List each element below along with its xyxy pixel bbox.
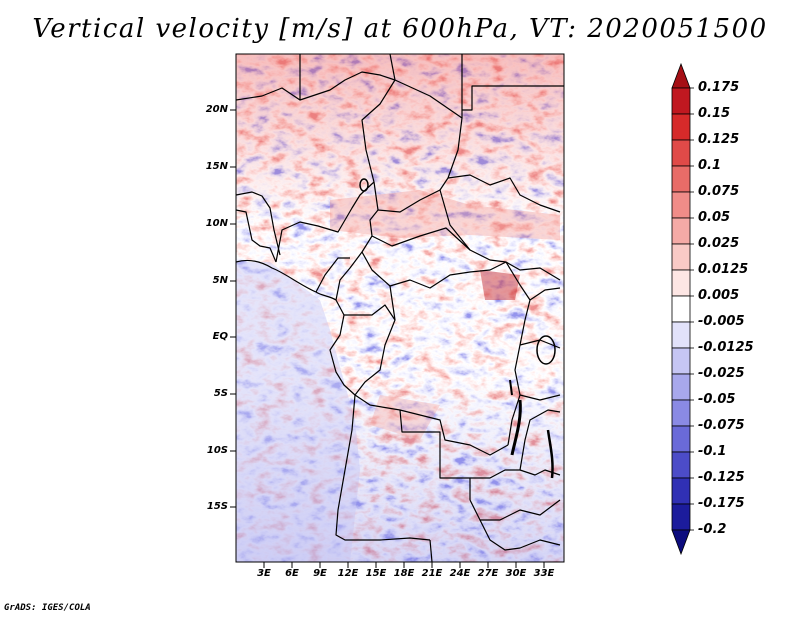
colorbar-bottom-arrow: [671, 529, 691, 556]
colorbar: [671, 62, 694, 556]
colorbar-label: -0.005: [698, 314, 745, 329]
colorbar-swatch: [671, 503, 691, 531]
vertical-velocity-field: [236, 54, 564, 562]
lat-label-5s: 5S: [213, 388, 228, 399]
plot-title: Vertical velocity [m/s] at 600hPa, VT: 2…: [32, 14, 768, 44]
colorbar-swatch: [671, 269, 691, 297]
lon-label-9e: 9E: [313, 568, 327, 579]
lat-label-10s: 10S: [206, 445, 228, 456]
lon-label-21e: 21E: [421, 568, 443, 579]
colorbar-label: -0.05: [698, 392, 736, 407]
colorbar-swatch: [671, 217, 691, 245]
colorbar-swatch: [671, 139, 691, 167]
colorbar-swatch: [671, 425, 691, 453]
country-borders: [236, 54, 564, 562]
colorbar-swatch: [671, 477, 691, 505]
colorbar-swatch: [671, 87, 691, 115]
colorbar-label: 0.005: [698, 288, 740, 303]
lat-label-5n: 5N: [212, 275, 228, 286]
colorbar-label: 0.075: [698, 184, 740, 199]
colorbar-label: 0.175: [698, 80, 740, 95]
colorbar-label: 0.0125: [698, 262, 749, 277]
colorbar-swatch: [671, 373, 691, 401]
lat-label-eq: EQ: [212, 331, 228, 342]
latitude-ticks: [230, 109, 236, 508]
colorbar-swatch: [671, 399, 691, 427]
colorbar-label: -0.0125: [698, 340, 754, 355]
colorbar-label: -0.025: [698, 366, 745, 381]
colorbar-swatch: [671, 295, 691, 323]
lat-label-15n: 15N: [205, 161, 228, 172]
colorbar-swatch: [671, 347, 691, 375]
colorbar-label: -0.175: [698, 496, 745, 511]
lon-label-6e: 6E: [285, 568, 299, 579]
lon-label-3e: 3E: [257, 568, 271, 579]
colorbar-label: 0.025: [698, 236, 740, 251]
lon-label-15e: 15E: [365, 568, 387, 579]
lake-tanganyika: [510, 399, 522, 456]
colorbar-label: 0.05: [698, 210, 731, 225]
lake-malawi: [546, 429, 554, 479]
lat-label-20n: 20N: [205, 104, 228, 115]
colorbar-swatch: [671, 451, 691, 479]
lon-label-24e: 24E: [449, 568, 471, 579]
colorbar-swatch: [671, 165, 691, 193]
lake-victoria: [536, 335, 556, 365]
grads-credit: GrADS: IGES/COLA: [4, 603, 91, 613]
colorbar-swatch: [671, 243, 691, 271]
lakes: [359, 178, 556, 479]
colorbar-swatch: [671, 191, 691, 219]
lon-label-27e: 27E: [477, 568, 499, 579]
map-frame: [235, 53, 565, 563]
colorbar-label: -0.1: [698, 444, 727, 459]
colorbar-label: 0.15: [698, 106, 731, 121]
lon-label-33e: 33E: [533, 568, 555, 579]
lon-label-30e: 30E: [505, 568, 527, 579]
lat-label-10n: 10N: [205, 218, 228, 229]
colorbar-label: -0.075: [698, 418, 745, 433]
colorbar-label: 0.1: [698, 158, 722, 173]
lon-label-18e: 18E: [393, 568, 415, 579]
colorbar-label: 0.125: [698, 132, 740, 147]
lon-label-12e: 12E: [337, 568, 359, 579]
colorbar-swatch: [671, 321, 691, 349]
colorbar-top-arrow: [671, 62, 691, 89]
colorbar-label: -0.2: [698, 522, 727, 537]
lat-label-15s: 15S: [206, 501, 228, 512]
lake-chad: [359, 178, 369, 192]
longitude-ticks: [263, 562, 545, 568]
colorbar-swatch: [671, 113, 691, 141]
colorbar-label: -0.125: [698, 470, 745, 485]
